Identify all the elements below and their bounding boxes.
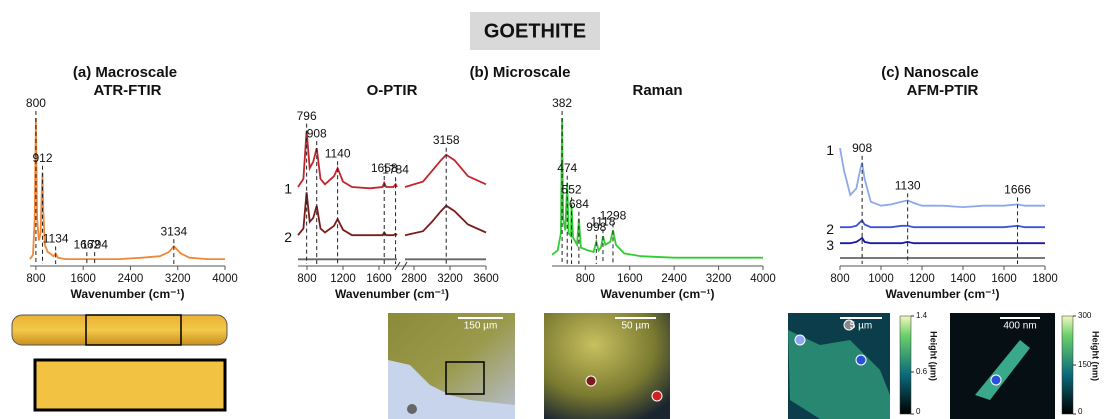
x-axis-label: Wavenumber (cm⁻¹) — [601, 287, 715, 301]
colorbar-tick-label: 0 — [916, 407, 921, 416]
figure-title: GOETHITE — [484, 20, 586, 42]
x-tick-label: 1200 — [330, 273, 356, 285]
colorbar-tick-label: 0 — [1078, 407, 1083, 416]
peak-label: 1666 — [1004, 183, 1031, 197]
series-label: 3 — [826, 237, 834, 253]
scale-bar-label: 50 µm — [622, 321, 650, 332]
marker — [856, 355, 866, 365]
peak-label: 552 — [562, 183, 582, 197]
peak-label: 382 — [552, 96, 572, 110]
colorbar-tick-label: 0.6 — [916, 367, 928, 376]
x-tick-label: 800 — [830, 273, 849, 285]
x-tick-label: 1600 — [366, 273, 392, 285]
peak-label: 1134 — [43, 232, 69, 246]
x-tick-label: 2400 — [661, 273, 687, 285]
marker — [586, 376, 596, 386]
colorbar-tick-label: 1.4 — [916, 311, 928, 320]
x-tick-label: 1000 — [868, 273, 894, 285]
colorbar — [900, 316, 911, 414]
x-axis-label: Wavenumber (cm⁻¹) — [335, 287, 449, 301]
colorbar-tick-label: 300 — [1078, 311, 1092, 320]
x-tick-label: 3200 — [437, 273, 463, 285]
peak-label: 1298 — [600, 208, 627, 222]
x-tick-label: 1200 — [909, 273, 935, 285]
x-tick-label: 3600 — [473, 273, 499, 285]
x-tick-label: 1600 — [617, 273, 643, 285]
marker — [407, 404, 417, 414]
panel-subtitle: Raman — [632, 82, 682, 99]
spectrum — [840, 148, 1045, 207]
panel-title: (b) Microscale — [470, 64, 571, 81]
sample-zoom — [35, 360, 225, 410]
x-tick-label: 2800 — [401, 273, 427, 285]
spectrum — [840, 221, 1045, 228]
x-tick-label: 1800 — [1032, 273, 1058, 285]
colorbar-tick-label: 150 — [1078, 360, 1092, 369]
scale-bar-label: 400 nm — [1003, 321, 1036, 332]
peak-label: 684 — [569, 197, 589, 211]
colorbar-label: Height (nm) — [1091, 331, 1101, 381]
x-tick-label: 800 — [26, 273, 45, 285]
scale-bar-label: 5 µm — [850, 321, 872, 332]
panel-subtitle: O-PTIR — [367, 82, 418, 99]
peak-label: 908 — [307, 126, 327, 140]
scale-bar-label: 150 µm — [464, 321, 498, 332]
panel-title: (a) Macroscale — [73, 64, 177, 81]
peak-label: 912 — [33, 151, 53, 165]
peak-label: 474 — [557, 161, 577, 175]
panel-title: (c) Nanoscale — [881, 64, 979, 81]
series-label: 1 — [284, 181, 292, 197]
peak-label: 796 — [297, 109, 317, 123]
series-label: 1 — [826, 142, 834, 158]
marker — [991, 375, 1001, 385]
series-label: 2 — [284, 229, 292, 245]
panel-subtitle: ATR-FTIR — [93, 82, 161, 99]
panel-subtitle: AFM-PTIR — [907, 82, 979, 99]
x-tick-label: 1600 — [991, 273, 1017, 285]
x-tick-label: 2400 — [118, 273, 144, 285]
spectrum — [552, 118, 763, 258]
peak-label: 3134 — [160, 224, 187, 238]
peak-label: 908 — [852, 141, 872, 155]
colorbar-label: Height (µm) — [929, 331, 939, 381]
spectrum — [298, 192, 486, 235]
sample-rod — [12, 315, 227, 345]
figure: GOETHITE (a) MacroscaleATR-FTIR800160024… — [0, 0, 1110, 419]
peak-label: 3158 — [433, 133, 460, 147]
x-tick-label: 800 — [576, 273, 595, 285]
x-tick-label: 4000 — [750, 273, 776, 285]
spectrum — [840, 238, 1045, 243]
x-tick-label: 3200 — [706, 273, 732, 285]
x-tick-label: 1400 — [950, 273, 976, 285]
marker — [795, 335, 805, 345]
x-tick-label: 3200 — [165, 273, 191, 285]
x-tick-label: 1600 — [70, 273, 96, 285]
x-axis-label: Wavenumber (cm⁻¹) — [71, 287, 185, 301]
colorbar — [1062, 316, 1073, 414]
x-axis-label: Wavenumber (cm⁻¹) — [886, 287, 1000, 301]
x-tick-label: 800 — [297, 273, 316, 285]
peak-label: 1794 — [81, 237, 108, 251]
peak-label: 1130 — [895, 179, 921, 193]
marker — [652, 391, 662, 401]
optical-image — [544, 313, 670, 419]
peak-label: 1784 — [382, 162, 409, 176]
series-label: 2 — [826, 221, 834, 237]
peak-label: 1140 — [325, 146, 351, 160]
x-tick-label: 4000 — [212, 273, 238, 285]
peak-label: 800 — [26, 96, 46, 110]
